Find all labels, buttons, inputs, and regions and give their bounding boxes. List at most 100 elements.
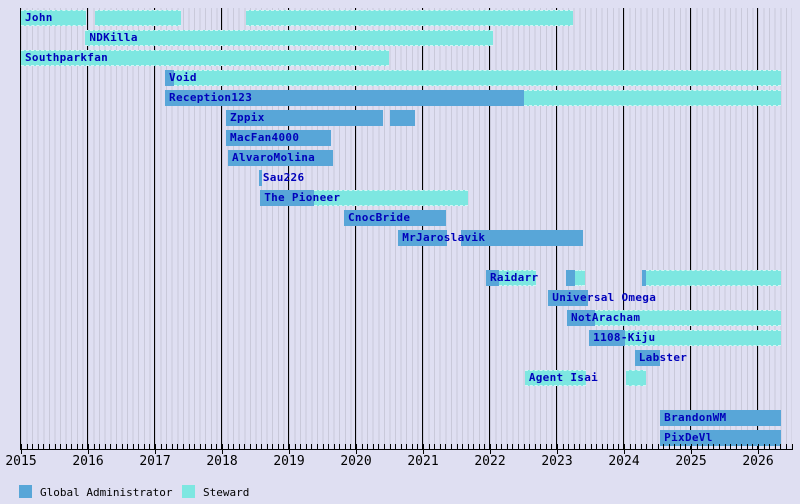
axis-tick-minor bbox=[791, 444, 793, 449]
axis-tick-minor bbox=[255, 444, 257, 449]
axis-tick-major bbox=[423, 449, 424, 454]
row-label: John bbox=[25, 11, 53, 24]
axis-tick-minor bbox=[668, 444, 670, 449]
axis-tick-minor bbox=[735, 444, 737, 449]
axis-tick-minor bbox=[568, 444, 570, 449]
row-label: Agent Isai bbox=[528, 371, 599, 384]
gantt-bar-global_administrator bbox=[226, 130, 332, 146]
gantt-bar-global_administrator bbox=[567, 310, 596, 326]
axis-tick-minor bbox=[612, 444, 614, 449]
axis-tick-minor bbox=[249, 444, 251, 449]
row-label: NotAracham bbox=[571, 311, 641, 324]
axis-tick-minor bbox=[88, 444, 89, 449]
gantt-bar-steward bbox=[313, 190, 468, 206]
axis-tick-minor bbox=[283, 444, 285, 449]
year-gridline bbox=[690, 8, 691, 449]
axis-tick-minor bbox=[104, 444, 106, 449]
axis-tick-minor bbox=[395, 444, 397, 449]
axis-tick-minor bbox=[65, 444, 67, 449]
row-label: The Pioneer bbox=[264, 191, 341, 204]
legend-swatch-global_administrator bbox=[19, 485, 32, 498]
gantt-bar-global_administrator bbox=[485, 270, 499, 286]
axis-tick-minor bbox=[82, 444, 84, 449]
axis-tick-minor bbox=[523, 444, 525, 449]
axis-tick-minor bbox=[635, 444, 637, 449]
legend-swatch-steward bbox=[182, 485, 195, 498]
axis-tick-minor bbox=[506, 444, 508, 449]
axis-tick-minor bbox=[294, 444, 296, 449]
row-label: Labster bbox=[638, 351, 688, 364]
axis-tick-major bbox=[490, 449, 491, 454]
row-label: NDKilla bbox=[89, 31, 138, 44]
axis-tick-major bbox=[691, 449, 692, 454]
axis-tick-minor bbox=[562, 444, 564, 449]
axis-tick-minor bbox=[713, 444, 715, 449]
axis-tick-minor bbox=[149, 444, 151, 449]
axis-tick-minor bbox=[378, 444, 380, 449]
axis-tick-minor bbox=[37, 444, 39, 449]
year-gridline bbox=[154, 8, 155, 449]
year-gridline bbox=[221, 8, 222, 449]
axis-tick-minor bbox=[685, 444, 687, 449]
axis-tick-minor bbox=[143, 444, 145, 449]
axis-tick-minor bbox=[406, 444, 408, 449]
axis-tick-minor bbox=[261, 444, 263, 449]
axis-tick-minor bbox=[171, 444, 173, 449]
year-gridline bbox=[422, 8, 423, 449]
axis-tick-minor bbox=[590, 444, 592, 449]
axis-tick-minor bbox=[490, 444, 491, 449]
axis-tick-minor bbox=[76, 444, 78, 449]
axis-tick-minor bbox=[456, 444, 458, 449]
row-label: Reception123 bbox=[169, 91, 253, 104]
row-label: BrandonWM bbox=[664, 411, 727, 424]
gantt-bar-global_administrator bbox=[258, 170, 263, 186]
x-axis-line bbox=[20, 449, 793, 450]
row-label: AlvaroMolina bbox=[232, 151, 316, 164]
axis-tick-minor bbox=[423, 444, 424, 449]
gantt-bar-global_administrator bbox=[660, 410, 782, 426]
axis-tick-major bbox=[222, 449, 223, 454]
gantt-bar-global_administrator bbox=[634, 350, 661, 366]
legend-label: Global Administrator bbox=[40, 486, 173, 499]
gantt-bar-steward bbox=[575, 270, 586, 286]
year-gridline bbox=[623, 8, 624, 449]
row-label: Universal Omega bbox=[552, 291, 657, 304]
year-gridline bbox=[556, 8, 557, 449]
axis-tick-minor bbox=[182, 444, 184, 449]
axis-tick-minor bbox=[277, 444, 279, 449]
axis-tick-minor bbox=[71, 444, 73, 449]
axis-tick-minor bbox=[43, 444, 45, 449]
axis-tick-minor bbox=[640, 444, 642, 449]
axis-tick-minor bbox=[618, 444, 620, 449]
axis-tick-minor bbox=[361, 444, 363, 449]
axis-tick-minor bbox=[166, 444, 168, 449]
gantt-bar-steward bbox=[524, 370, 586, 386]
axis-tick-minor bbox=[48, 444, 50, 449]
axis-tick-minor bbox=[305, 444, 307, 449]
axis-tick-minor bbox=[450, 444, 452, 449]
gantt-bar-steward bbox=[646, 270, 782, 286]
axis-tick-minor bbox=[115, 444, 117, 449]
axis-tick-major bbox=[155, 449, 156, 454]
axis-tick-major bbox=[289, 449, 290, 454]
gantt-bar-steward bbox=[173, 70, 782, 86]
axis-tick-minor bbox=[127, 444, 129, 449]
axis-tick-minor bbox=[434, 444, 436, 449]
axis-tick-major bbox=[624, 449, 625, 454]
year-gridline bbox=[87, 8, 88, 449]
year-gridline bbox=[20, 8, 21, 449]
gantt-bar-global_administrator bbox=[165, 90, 525, 106]
axis-tick-minor bbox=[289, 444, 290, 449]
axis-tick-minor bbox=[222, 444, 223, 449]
axis-tick-minor bbox=[93, 444, 95, 449]
axis-tick-minor bbox=[484, 444, 486, 449]
gantt-bar-global_administrator bbox=[343, 210, 446, 226]
axis-tick-minor bbox=[216, 444, 218, 449]
axis-tick-minor bbox=[316, 444, 318, 449]
axis-year-label: 2024 bbox=[608, 454, 640, 469]
axis-tick-minor bbox=[780, 444, 782, 449]
axis-tick-minor bbox=[60, 444, 62, 449]
axis-tick-minor bbox=[21, 444, 22, 449]
axis-tick-minor bbox=[300, 444, 302, 449]
axis-tick-minor bbox=[244, 444, 246, 449]
